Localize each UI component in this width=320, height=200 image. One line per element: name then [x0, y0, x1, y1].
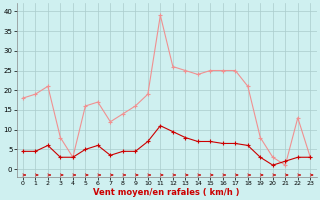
X-axis label: Vent moyen/en rafales ( km/h ): Vent moyen/en rafales ( km/h ) [93, 188, 240, 197]
